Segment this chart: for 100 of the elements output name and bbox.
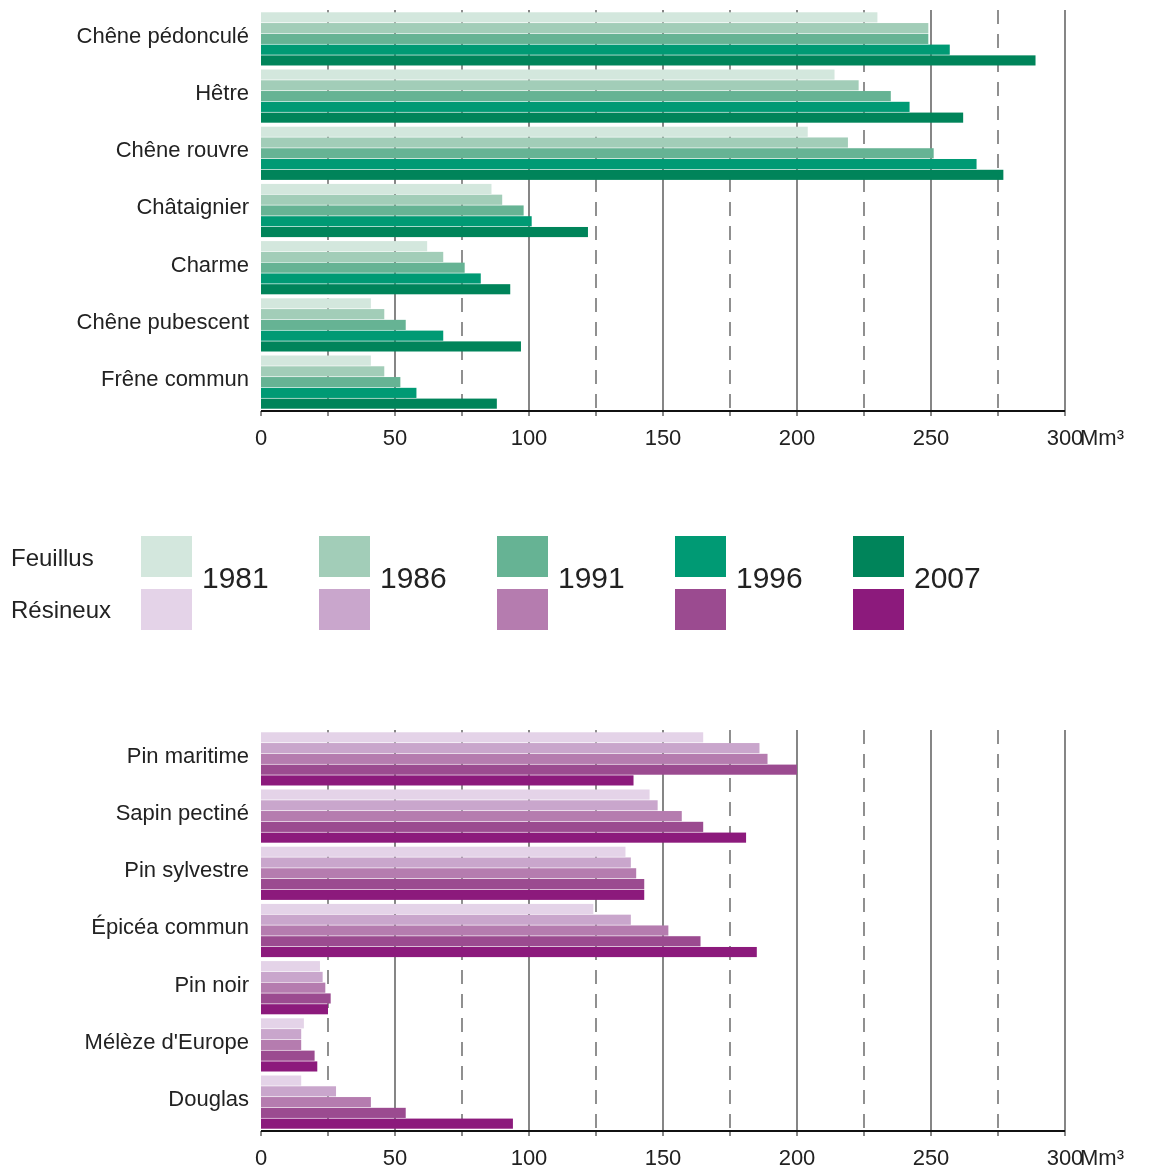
bar xyxy=(261,205,524,216)
bar xyxy=(261,903,594,915)
bar xyxy=(261,298,371,309)
bar xyxy=(261,1107,406,1118)
y-tick-label: Pin maritime xyxy=(126,742,249,768)
bar xyxy=(261,241,428,252)
bar xyxy=(261,55,1036,66)
y-tick-label: Frêne commun xyxy=(101,365,249,391)
bar xyxy=(261,398,497,409)
bar xyxy=(261,169,1004,180)
x-tick-label: 150 xyxy=(644,1145,682,1170)
bar xyxy=(261,775,634,786)
legend-title: Feuillus xyxy=(11,544,94,571)
bar xyxy=(261,971,323,982)
bar xyxy=(261,33,929,44)
y-tick-label: Sapin pectiné xyxy=(115,799,249,825)
y-tick-label: Châtaignier xyxy=(136,194,249,220)
bar xyxy=(261,732,704,743)
bar xyxy=(261,366,385,377)
bar xyxy=(261,914,631,925)
y-tick-label: Douglas xyxy=(168,1085,249,1111)
bar xyxy=(261,319,406,330)
bar xyxy=(261,961,320,972)
bar xyxy=(261,1097,371,1108)
bar xyxy=(261,1029,302,1040)
y-tick-label: Pin sylvestre xyxy=(124,857,249,883)
x-tick-label: 200 xyxy=(778,1145,816,1170)
bar xyxy=(261,101,910,112)
bar xyxy=(261,1086,337,1097)
bar xyxy=(261,1018,304,1029)
bar xyxy=(261,44,950,55)
y-tick-label: Chêne rouvre xyxy=(115,137,249,163)
bar xyxy=(261,879,645,890)
x-tick-label: 150 xyxy=(644,425,682,450)
legend-label: 1981 xyxy=(202,561,269,594)
bar xyxy=(261,1004,328,1015)
x-tick-label: 50 xyxy=(382,1145,408,1170)
bar xyxy=(261,925,669,936)
y-tick-label: Pin noir xyxy=(174,971,249,997)
legend-label: 2007 xyxy=(914,561,981,594)
bar xyxy=(261,159,977,170)
bar xyxy=(261,309,385,320)
bar xyxy=(261,262,465,273)
bar xyxy=(261,889,645,900)
legend-label: 1986 xyxy=(380,561,447,594)
y-tick-label: Mélèze d'Europe xyxy=(84,1028,249,1054)
legend-title: Résineux xyxy=(11,596,112,623)
bar xyxy=(261,1061,318,1072)
bar xyxy=(261,148,934,159)
x-tick-label: 50 xyxy=(382,425,408,450)
bar xyxy=(261,764,797,775)
x-tick-label: 250 xyxy=(912,1145,950,1170)
x-tick-label: 0 xyxy=(254,1145,268,1170)
bar xyxy=(261,273,481,284)
bar xyxy=(261,216,532,227)
bar xyxy=(261,832,747,843)
bar xyxy=(261,226,588,238)
x-tick-label: 100 xyxy=(510,425,548,450)
bar xyxy=(261,993,331,1004)
y-tick-label: Chêne pédonculé xyxy=(76,22,249,48)
bar xyxy=(261,194,503,205)
bar xyxy=(261,69,835,80)
x-axis-title: Mm³ xyxy=(1080,425,1124,450)
bar xyxy=(261,12,878,23)
bar xyxy=(261,387,417,398)
y-tick-label: Hêtre xyxy=(195,79,249,105)
y-tick-label: Charme xyxy=(170,251,249,277)
bar xyxy=(261,1118,513,1129)
bar xyxy=(261,284,511,295)
x-tick-label: 100 xyxy=(510,1145,548,1170)
y-tick-label: Épicéa commun xyxy=(91,914,249,940)
bar xyxy=(261,80,859,91)
bar xyxy=(261,821,704,832)
bar xyxy=(261,112,964,123)
bar xyxy=(261,251,444,262)
bar xyxy=(261,1075,302,1086)
bar xyxy=(261,789,650,800)
bar xyxy=(261,946,757,958)
y-tick-label: Chêne pubescent xyxy=(76,308,249,334)
bar xyxy=(261,868,637,879)
bar xyxy=(261,753,768,764)
bar xyxy=(261,91,891,102)
bar xyxy=(261,800,658,811)
bar xyxy=(261,1039,302,1050)
bar xyxy=(261,330,444,341)
x-axis-title: Mm³ xyxy=(1080,1145,1124,1170)
bar xyxy=(261,355,371,366)
x-tick-label: 250 xyxy=(912,425,950,450)
bar xyxy=(261,23,929,34)
bar xyxy=(261,857,631,868)
bar xyxy=(261,137,848,148)
bar xyxy=(261,126,808,137)
bar xyxy=(261,811,682,822)
x-tick-label: 0 xyxy=(254,425,268,450)
bar xyxy=(261,982,326,993)
bar xyxy=(261,846,626,857)
x-tick-label: 200 xyxy=(778,425,816,450)
legend-label: 1996 xyxy=(736,561,803,594)
bar xyxy=(261,936,701,947)
bar xyxy=(261,743,760,754)
